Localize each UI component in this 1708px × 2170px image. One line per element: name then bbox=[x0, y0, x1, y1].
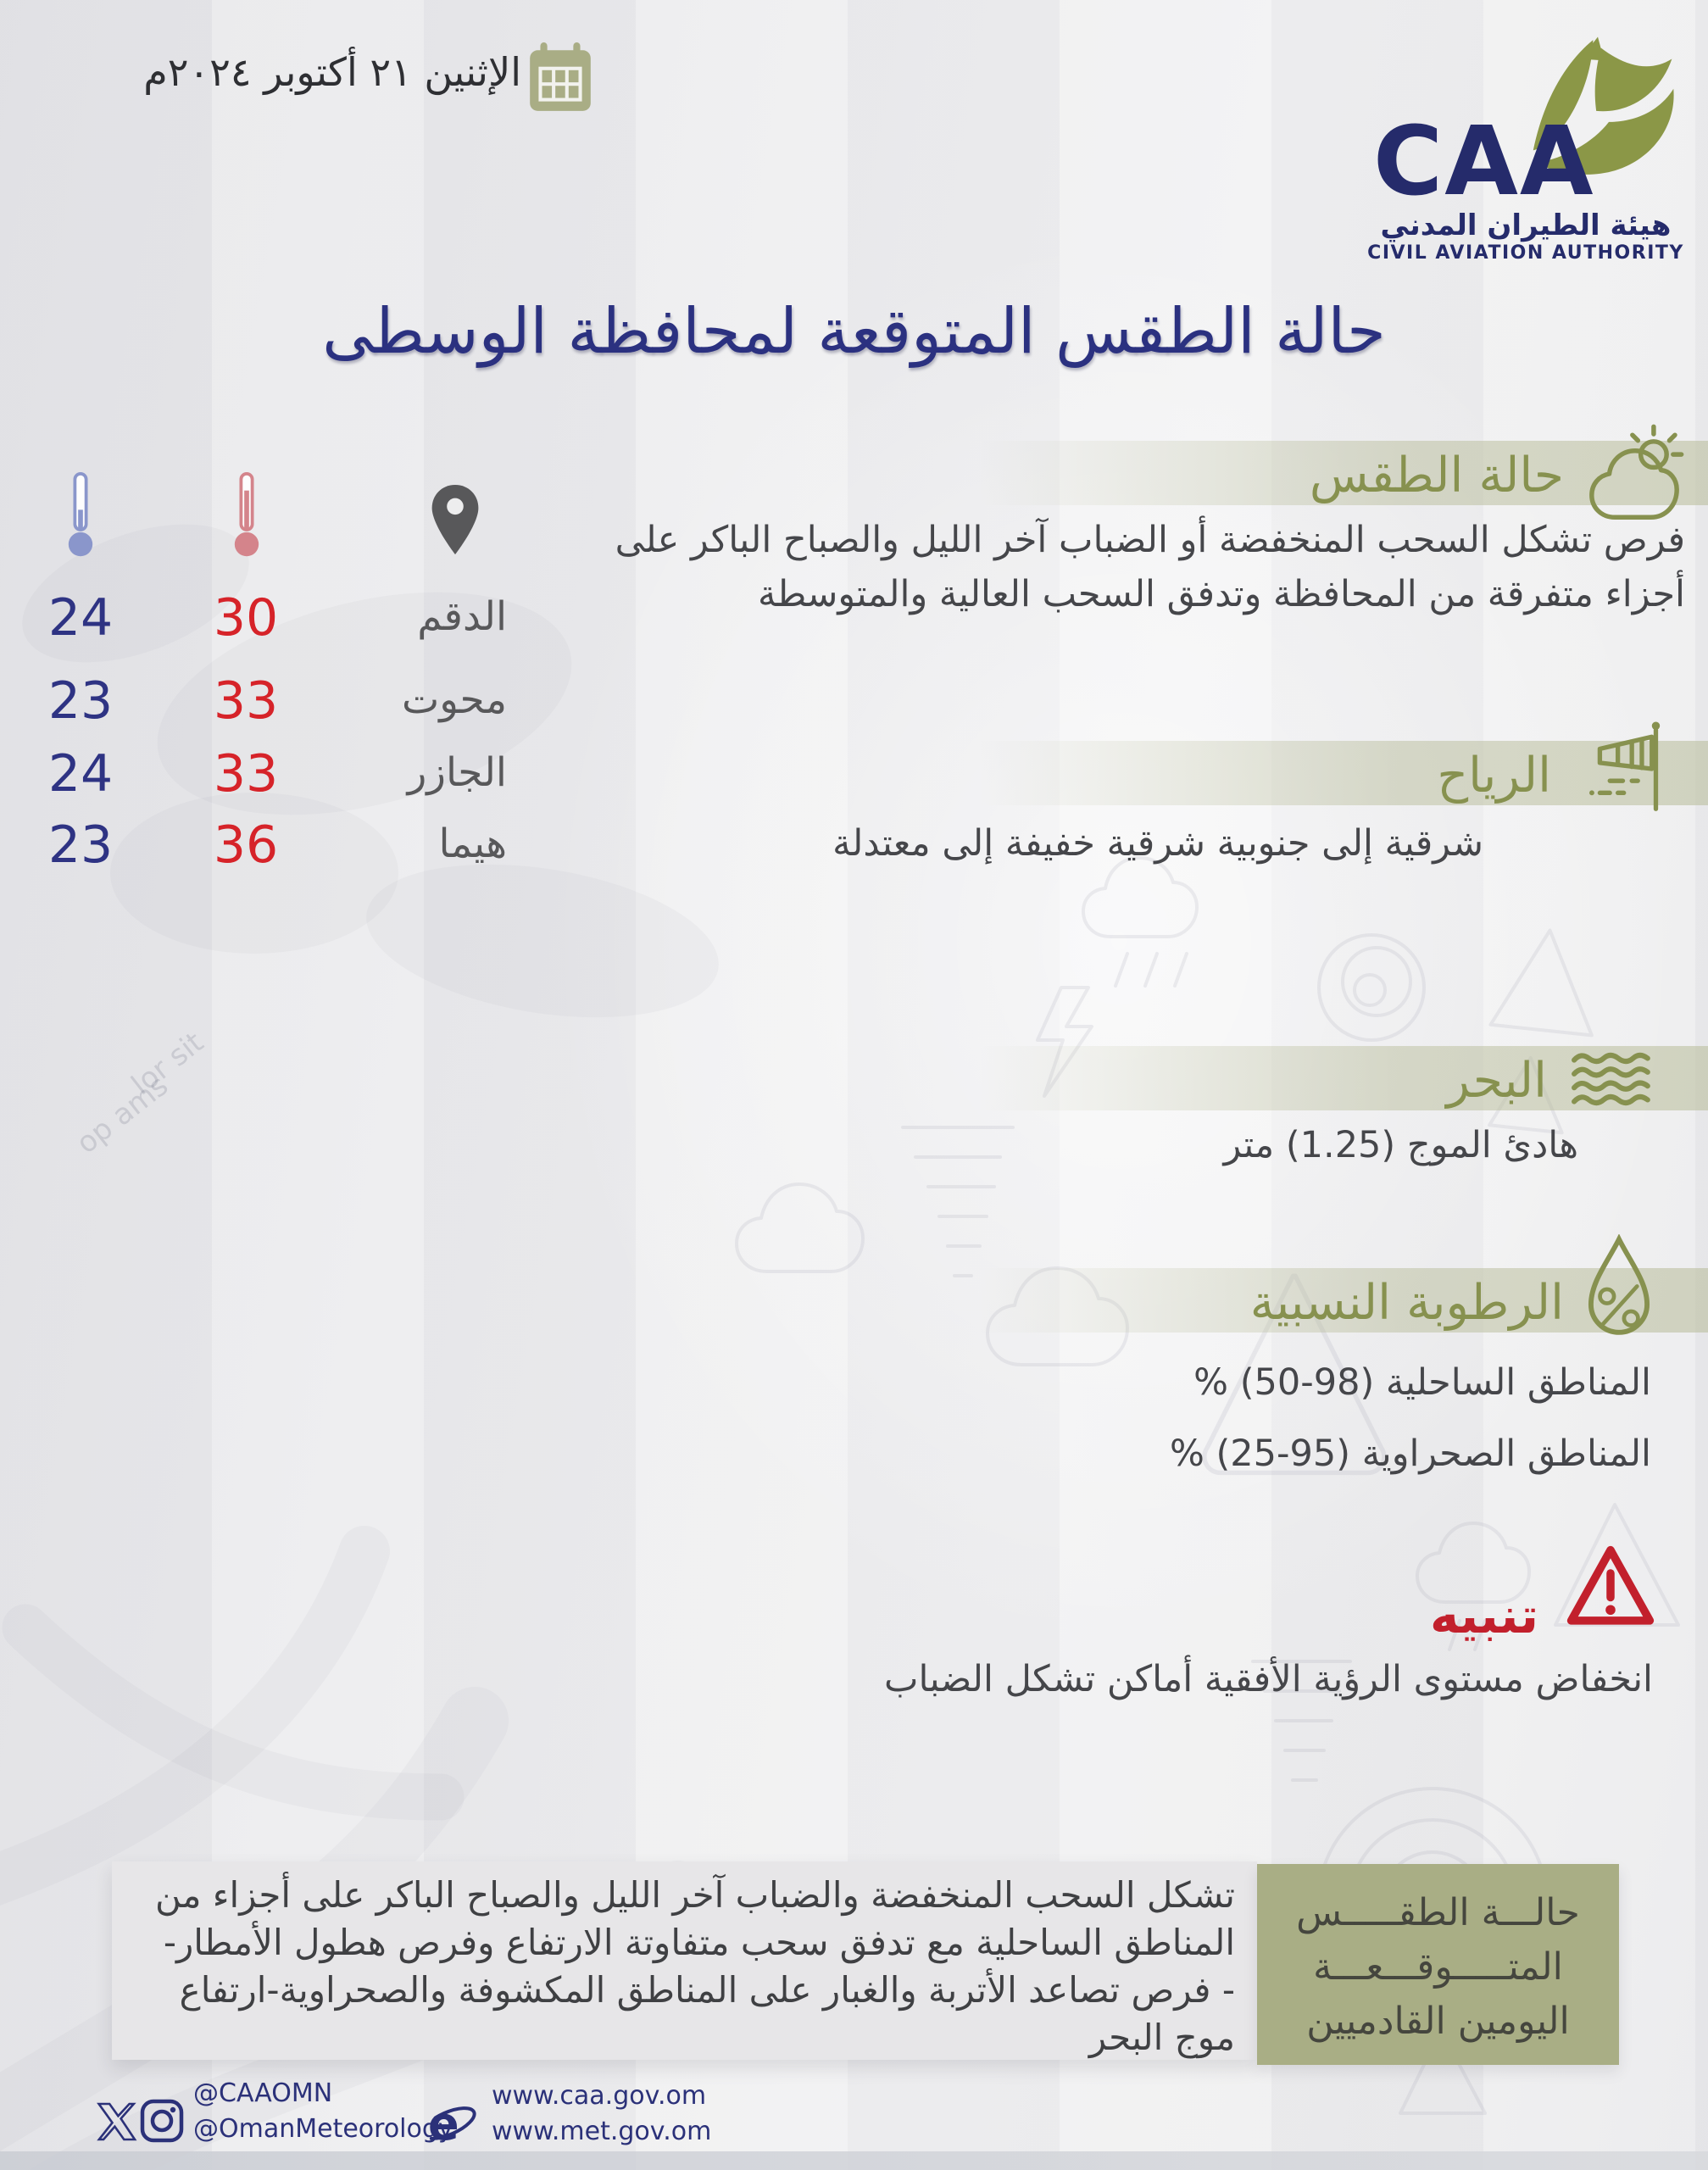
caa-name-english: CIVIL AVIATION AUTHORITY bbox=[1367, 242, 1684, 264]
alert-section-title: تنبيه bbox=[1430, 1587, 1538, 1644]
min-temp-value: 24 bbox=[47, 744, 114, 804]
waves-icon bbox=[1572, 1052, 1650, 1106]
max-temp-value: 33 bbox=[213, 744, 279, 804]
city-label: الدقم bbox=[417, 593, 507, 640]
caa-bird-icon bbox=[1533, 36, 1674, 175]
cloud-sun-icon bbox=[1589, 424, 1684, 520]
min-temp-value: 23 bbox=[47, 671, 114, 731]
forecast-label-line3: اليومين القادميين bbox=[1306, 2000, 1570, 2043]
warning-triangle-icon bbox=[1566, 1545, 1655, 1625]
website-met: www.met.gov.om bbox=[492, 2117, 712, 2146]
bottom-edge-strip bbox=[0, 2151, 1708, 2170]
weather-text-line1: فرص تشكل السحب المنخفضة أو الضباب آخر ال… bbox=[615, 519, 1685, 561]
weather-section-title: حالة الطقس bbox=[1309, 448, 1564, 504]
max-temp-value: 30 bbox=[213, 588, 279, 648]
website-caa: www.caa.gov.om bbox=[492, 2081, 707, 2111]
weather-section-band bbox=[932, 441, 1708, 505]
date-label: الإثنين ٢١ أكتوبر ٢٠٢٤م bbox=[143, 49, 521, 95]
thermometer-red-icon bbox=[234, 471, 259, 557]
city-label: هيما bbox=[438, 821, 507, 867]
forecast-body-line1: تشكل السحب المنخفضة والضباب آخر الليل وا… bbox=[154, 1874, 1235, 1916]
droplet-percent-icon bbox=[1588, 1234, 1650, 1335]
max-temp-value: 36 bbox=[213, 815, 279, 875]
humidity-coastal-text: المناطق الساحلية (98-50) % bbox=[1193, 1361, 1651, 1404]
forecast-body-line4: موج البحر bbox=[1088, 2017, 1235, 2058]
weather-text-line2: أجزاء متفرقة من المحافظة وتدفق السحب الع… bbox=[758, 573, 1685, 615]
thermometer-blue-icon bbox=[68, 471, 93, 557]
city-label: محوت bbox=[401, 676, 507, 723]
calendar-icon bbox=[530, 42, 591, 111]
page-title: حالة الطقس المتوقعة لمحافظة الوسطى bbox=[322, 295, 1386, 368]
forecast-label-panel: حالـــة الطقـــــس المتـــــوقـــعـــة ا… bbox=[1257, 1864, 1619, 2065]
min-temp-value: 23 bbox=[47, 815, 114, 875]
max-temp-value: 33 bbox=[213, 671, 279, 731]
sea-section-title: البحر bbox=[1446, 1053, 1547, 1109]
min-temp-value: 24 bbox=[47, 588, 114, 648]
svg-text:e: e bbox=[428, 2097, 459, 2151]
forecast-label-line1: حالـــة الطقـــــس bbox=[1296, 1891, 1580, 1934]
wind-section-band bbox=[932, 741, 1708, 805]
forecast-body-line3: - فرص تصاعد الأتربة والغبار على المناطق … bbox=[179, 1969, 1235, 2011]
sea-text: هادئ الموج (1.25) متر bbox=[1223, 1124, 1578, 1166]
windsock-icon bbox=[1589, 721, 1661, 811]
caa-name-arabic: هيئة الطيران المدني bbox=[1380, 209, 1672, 242]
caa-acronym: CAA bbox=[1373, 107, 1595, 217]
forecast-body-line2: المناطق الساحلية مع تدفق سحب متفاوتة الا… bbox=[163, 1922, 1235, 1963]
caa-logo: CAA هيئة الطيران المدني CIVIL AVIATION A… bbox=[1365, 24, 1687, 270]
x-social-icon bbox=[97, 2102, 137, 2141]
social-handle-caaomn: @CAAOMN bbox=[193, 2078, 333, 2108]
alert-text: انخفاض مستوى الرؤية الأفقية أماكن تشكل ا… bbox=[884, 1658, 1653, 1700]
humidity-section-title: الرطوبة النسبية bbox=[1249, 1275, 1564, 1331]
forecast-body-panel: تشكل السحب المنخفضة والضباب آخر الليل وا… bbox=[112, 1861, 1257, 2060]
humidity-section-band bbox=[932, 1268, 1708, 1333]
wind-text: شرقية إلى جنوبية شرقية خفيفة إلى معتدلة bbox=[832, 822, 1483, 865]
humidity-desert-text: المناطق الصحراوية (95-25) % bbox=[1169, 1433, 1651, 1475]
internet-explorer-icon: e bbox=[420, 2097, 476, 2151]
instagram-icon bbox=[140, 2099, 184, 2143]
forecast-label-line2: المتـــــوقـــعـــة bbox=[1313, 1945, 1563, 1989]
social-handle-omanmeteorology: @OmanMeteorology bbox=[193, 2114, 453, 2144]
map-pin-icon bbox=[431, 484, 479, 555]
wind-section-title: الرياح bbox=[1437, 748, 1551, 804]
city-label: الجازر bbox=[407, 749, 507, 796]
